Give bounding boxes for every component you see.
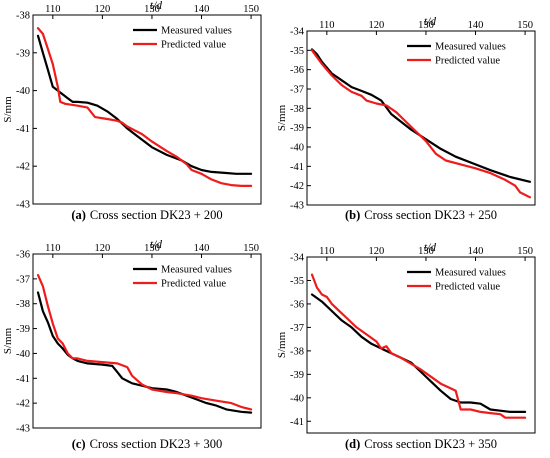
series-line-measured <box>36 291 253 414</box>
series-line-predicted <box>310 273 527 419</box>
x-tick-label: 140 <box>468 246 484 257</box>
plot-frame <box>306 256 536 434</box>
plot-frame <box>32 253 262 429</box>
y-tick-label: -35 <box>290 276 304 287</box>
x-tick-label: 110 <box>45 4 60 15</box>
x-tick-label: 140 <box>468 20 484 31</box>
y-tick-label: -36 <box>16 250 30 261</box>
panel-caption-letter: (b) <box>345 208 360 222</box>
y-tick-label: -41 <box>16 124 30 135</box>
panel-caption: (a) Cross section DK23 + 200 <box>71 208 222 222</box>
x-axis-label: t/d <box>424 16 436 28</box>
panel-caption-letter: (d) <box>345 437 360 451</box>
y-axis-label: S/mm <box>2 327 14 354</box>
chart-panel-1: 110 120 130 140 150 t/d -38 -39 -40 -41 -42 -43 S/mm… <box>2 0 262 222</box>
panel-caption-text: Cross section DK23 + 350 <box>364 437 497 451</box>
x-axis-label: t/d <box>150 0 162 12</box>
x-tick-label: 110 <box>319 20 334 31</box>
series-line-predicted <box>36 27 253 187</box>
y-tick-label: -43 <box>16 424 30 435</box>
y-tick-label: -39 <box>290 123 304 134</box>
y-tick-label: -41 <box>16 374 30 385</box>
series-line-measured <box>36 34 253 175</box>
y-tick-label: -38 <box>290 104 304 115</box>
panel-caption-letter: (c) <box>72 437 86 451</box>
y-tick-label: -36 <box>290 65 304 76</box>
x-tick-label: 110 <box>319 246 334 257</box>
x-tick-label: 150 <box>517 20 533 31</box>
x-tick-label: 130 <box>418 246 434 257</box>
x-tick-label: 150 <box>517 246 533 257</box>
x-tick-label: 120 <box>369 246 385 257</box>
series-line-predicted <box>310 49 532 199</box>
series-line-measured <box>310 48 532 183</box>
legend-label: Measured values <box>161 265 232 276</box>
y-tick-label: -42 <box>16 399 30 410</box>
y-tick-label: -36 <box>290 299 304 310</box>
y-tick-label: -34 <box>290 253 305 264</box>
y-tick-label: -42 <box>16 162 30 173</box>
y-axis-label: S/mm <box>2 96 14 123</box>
series-line-measured <box>310 293 527 413</box>
y-tick-label: -37 <box>16 274 30 285</box>
legend-label: Measured values <box>435 42 506 53</box>
x-tick-label: 130 <box>418 20 434 31</box>
x-tick-label: 120 <box>95 243 111 254</box>
x-tick-label: 140 <box>194 243 210 254</box>
x-tick-label: 110 <box>45 243 60 254</box>
y-tick-label: -41 <box>290 417 304 428</box>
x-tick-label: 120 <box>95 4 111 15</box>
y-tick-label: -40 <box>290 393 304 404</box>
y-axis-label: S/mm <box>276 104 288 131</box>
legend-label: Measured values <box>435 268 506 279</box>
x-axis-label: t/d <box>424 242 436 254</box>
legend-label: Predicted value <box>435 282 500 293</box>
series-line-predicted <box>36 274 253 411</box>
y-tick-label: -39 <box>290 370 304 381</box>
x-axis-label: t/d <box>150 239 162 251</box>
plot-frame <box>32 14 262 205</box>
x-tick-label: 120 <box>369 20 385 31</box>
y-tick-label: -38 <box>16 299 30 310</box>
legend-label: Predicted value <box>161 279 226 290</box>
y-axis-label: S/mm <box>276 331 288 358</box>
panel-caption: (d) Cross section DK23 + 350 <box>345 437 497 451</box>
panel-caption-text: Cross section DK23 + 250 <box>364 208 497 222</box>
y-tick-label: -42 <box>290 181 304 192</box>
chart-panel-3: 110 120 130 140 150 t/d -36 -37 -38 -39 -40 -41 -42 -… <box>2 239 262 451</box>
y-tick-label: -40 <box>16 86 30 97</box>
panel-caption-letter: (a) <box>71 208 86 222</box>
panel-caption-text: Cross section DK23 + 300 <box>90 437 223 451</box>
panel-caption-text: Cross section DK23 + 200 <box>90 208 223 222</box>
x-tick-label: 150 <box>243 4 259 15</box>
chart-panel-2: 110 120 130 140 150 t/d -34 -35 -36 -37 -38 -39 -40 -… <box>276 16 536 222</box>
y-tick-label: -34 <box>290 27 305 38</box>
y-tick-label: -41 <box>290 162 304 173</box>
y-tick-label: -37 <box>290 323 304 334</box>
plot-frame <box>306 30 536 206</box>
y-tick-label: -35 <box>290 46 304 57</box>
panel-caption: (b) Cross section DK23 + 250 <box>345 208 497 222</box>
y-tick-label: -39 <box>16 324 30 335</box>
y-tick-label: -43 <box>16 200 30 211</box>
y-tick-label: -43 <box>290 201 304 212</box>
y-tick-label: -39 <box>16 48 30 59</box>
panel-caption: (c) Cross section DK23 + 300 <box>72 437 223 451</box>
x-tick-label: 140 <box>194 4 210 15</box>
legend-label: Predicted value <box>435 56 500 67</box>
y-tick-label: -38 <box>290 346 304 357</box>
y-tick-label: -40 <box>16 349 30 360</box>
chart-panel-4: 110 120 130 140 150 t/d -34 -35 -36 -37 -38 -39 -40 -… <box>276 242 536 451</box>
legend-label: Measured values <box>161 26 232 37</box>
x-tick-label: 130 <box>144 4 160 15</box>
x-tick-label: 130 <box>144 243 160 254</box>
legend-label: Predicted value <box>161 40 226 51</box>
y-tick-label: -37 <box>290 85 304 96</box>
y-tick-label: -38 <box>16 11 30 22</box>
x-tick-label: 150 <box>243 243 259 254</box>
y-tick-label: -40 <box>290 143 304 154</box>
